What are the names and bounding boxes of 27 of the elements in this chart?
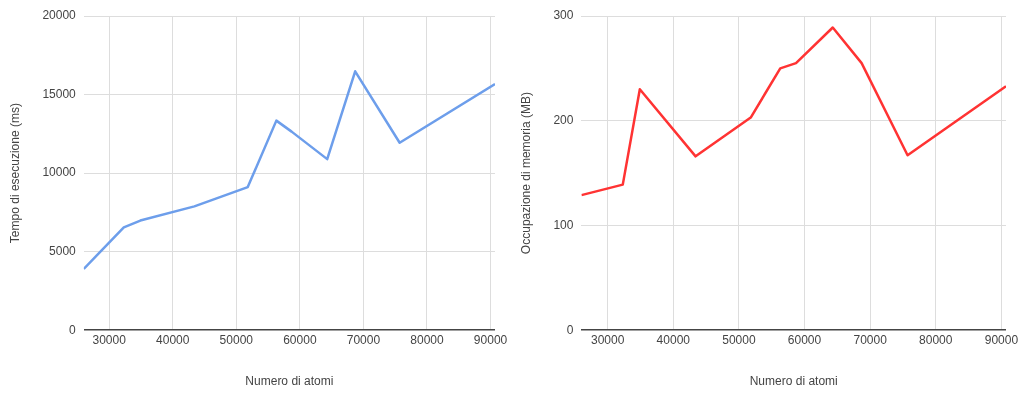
x-tick-label: 90000: [473, 332, 508, 347]
y-tick-label: 100: [553, 217, 574, 232]
x-tick-label: 60000: [787, 332, 822, 347]
x-tick-label: 60000: [283, 332, 317, 347]
x-tick-label: 40000: [656, 332, 691, 347]
x-tick-label: 80000: [410, 332, 444, 347]
x-tick-label: 70000: [853, 332, 888, 347]
y-tick-label: 20000: [42, 8, 77, 23]
y-tick-label: 0: [69, 322, 77, 337]
x-tick-label: 30000: [590, 332, 625, 347]
y-tick-label: 200: [553, 113, 574, 128]
y-tick-label: 300: [553, 8, 574, 23]
x-tick-label: 30000: [92, 332, 127, 347]
y-tick-label: 5000: [49, 243, 77, 258]
x-tick-label: 70000: [346, 332, 381, 347]
x-tick-label: 40000: [156, 332, 190, 347]
x-tick-label: 50000: [219, 332, 254, 347]
y-tick-label: 0: [566, 322, 574, 337]
y-tick-label: 10000: [42, 165, 77, 180]
x-tick-label: 50000: [722, 332, 756, 347]
x-tick-label: 80000: [919, 332, 953, 347]
x-axis-title: Numero di atomi: [245, 374, 334, 389]
x-axis-title: Numero di atomi: [749, 374, 838, 389]
x-tick-label: 90000: [984, 332, 1019, 347]
y-tick-label: 15000: [42, 86, 77, 101]
y-axis-title: Occupazione di memoria (MB): [518, 92, 533, 255]
y-axis-title: Tempo di esecuzione (ms): [7, 103, 22, 244]
